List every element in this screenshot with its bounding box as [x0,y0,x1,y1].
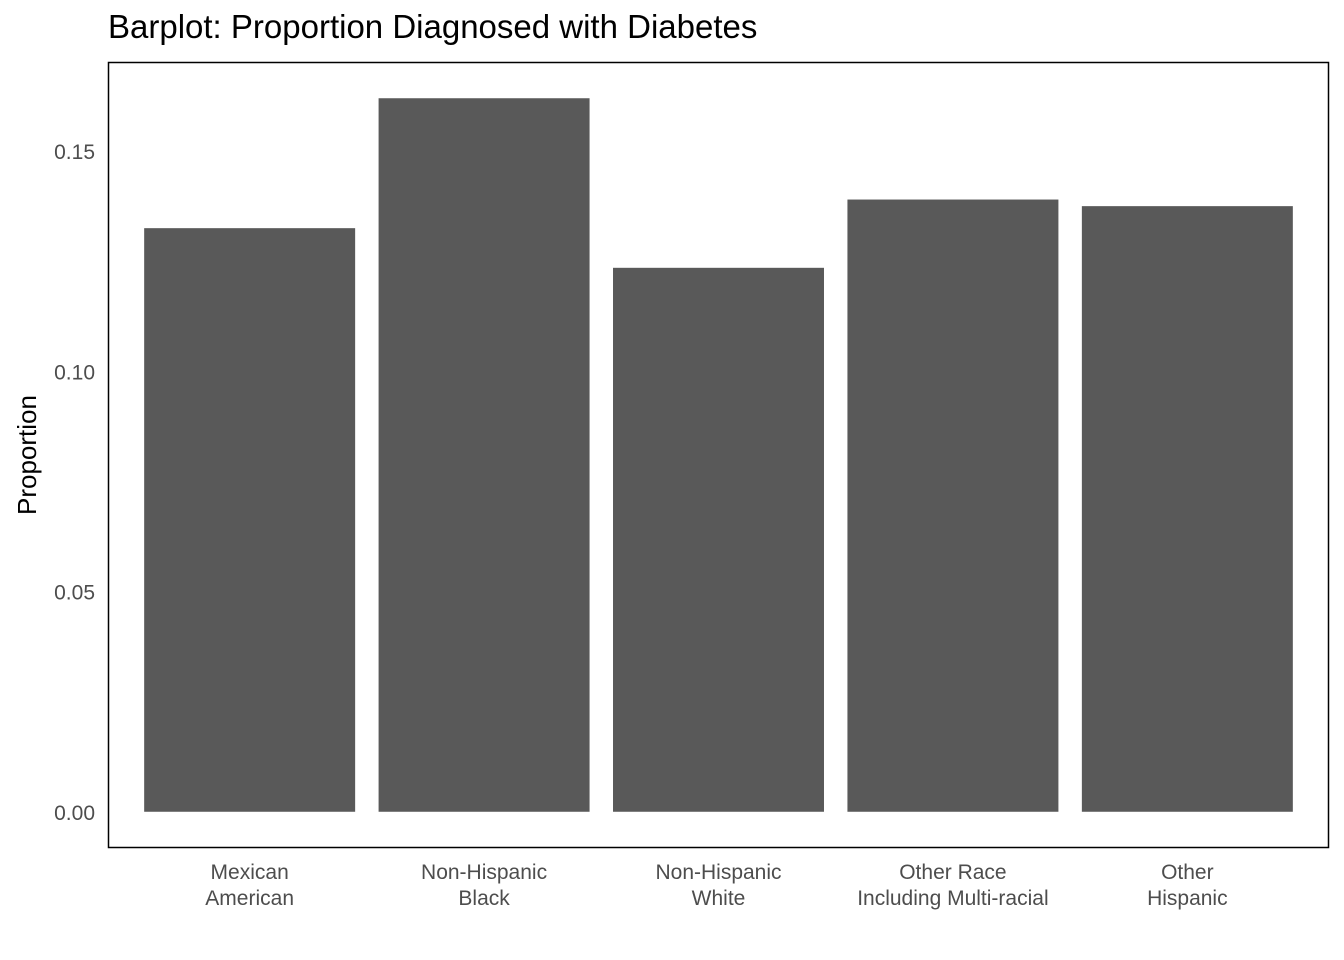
bars-group [144,98,1293,812]
y-axis-title: Proportion [12,395,42,515]
x-axis: Mexican American Non-Hispanic Black Non-Hisp… [205,861,1227,910]
y-tick-label: 0.00 [54,802,95,825]
x-tick-label: Other Race Including Multi-racial [857,861,1048,910]
bar [847,199,1059,812]
x-tick-label: Non-Hispanic White [655,861,781,910]
bar [613,267,824,812]
bar [378,98,590,812]
x-tick-label: Mexican American [205,861,294,910]
bar [144,228,356,812]
y-tick-label: 0.15 [54,141,95,164]
chart-title: Barplot: Proportion Diagnosed with Diabe… [108,8,758,45]
x-tick-label: Other Hispanic [1147,861,1228,910]
y-tick-label: 0.05 [54,582,95,605]
y-axis: 0.00 0.05 0.10 0.15 [54,141,95,825]
y-tick-label: 0.10 [54,361,95,384]
x-tick-label: Non-Hispanic Black [421,861,547,910]
bar [1081,206,1293,812]
